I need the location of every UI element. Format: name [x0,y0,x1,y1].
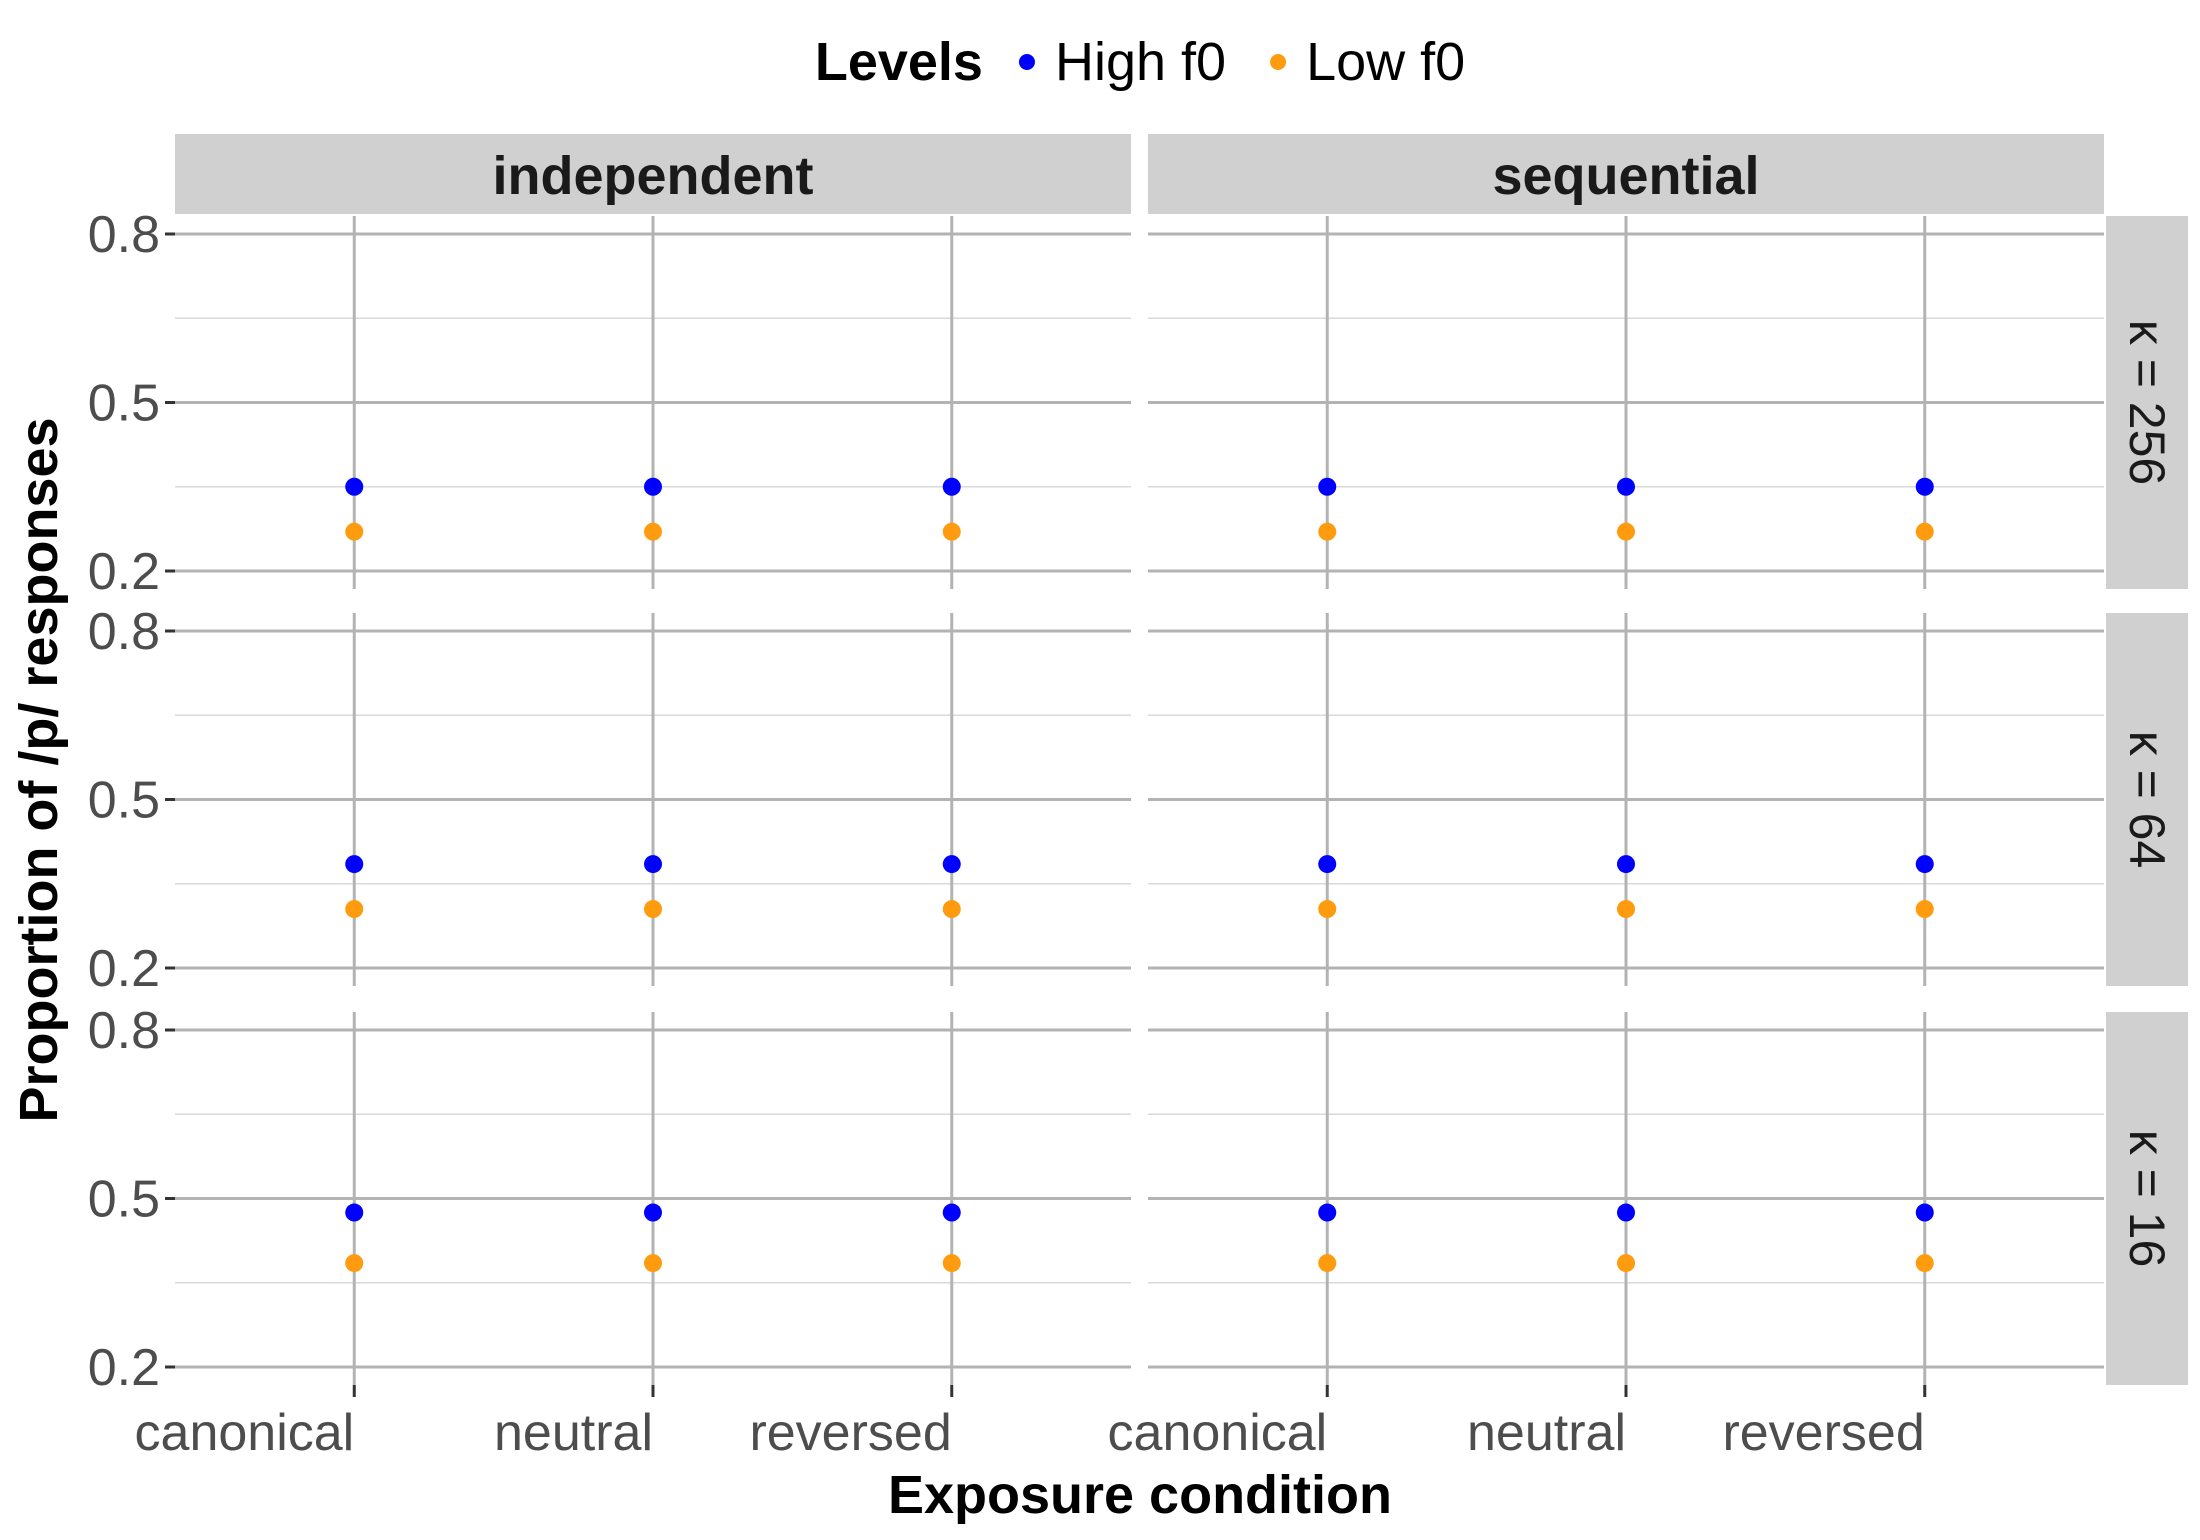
row-strip-label: κ = 256 [2119,320,2175,485]
point-low-f0 [942,522,961,541]
x-axis-title: Exposure condition [888,1465,1392,1525]
panel-independent-row-2 [175,613,1131,986]
point-low-f0 [1318,1254,1337,1273]
point-low-f0 [1617,1254,1635,1273]
point-high-f0 [1617,477,1635,496]
point-high-f0 [644,855,662,874]
point-high-f0 [345,855,364,874]
column-strip-independent [175,134,1131,214]
point-high-f0 [942,1203,961,1222]
panel-sequential-row-1 [1148,216,2104,589]
row-strip-1 [2106,216,2188,589]
legend-label: High f0 [1055,32,1226,92]
x-tick-label: canonical [135,1404,355,1462]
y-axis-ticks: 0.20.50.80.20.50.80.20.50.8 [88,206,175,1397]
legend-key-high-f0 [1018,54,1035,70]
point-high-f0 [1617,1203,1635,1222]
y-tick-label: 0.2 [88,940,160,998]
legend: Levels High f0 Low f0 [815,32,1465,92]
panel-independent-row-3 [175,1012,1131,1385]
point-high-f0 [1617,855,1635,874]
point-low-f0 [644,1254,662,1273]
point-high-f0 [644,1203,662,1222]
row-strip-2 [2106,613,2188,986]
point-high-f0 [1318,477,1337,496]
row-strips: κ = 256 κ = 64 κ = 16 [2106,216,2188,1385]
panel-sequential-row-3 [1148,1012,2104,1385]
point-high-f0 [942,477,961,496]
point-high-f0 [1318,1203,1337,1222]
panels [175,216,2104,1385]
y-tick-label: 0.8 [88,603,160,661]
point-low-f0 [345,900,364,919]
point-low-f0 [1617,522,1635,541]
point-low-f0 [644,522,662,541]
point-low-f0 [644,900,662,919]
y-tick-label: 0.2 [88,1339,160,1397]
row-strip-label: κ = 16 [2119,1130,2175,1268]
panel-sequential-row-2 [1148,613,2104,986]
y-tick-label: 0.5 [88,772,160,830]
panel-independent-row-1 [175,216,1131,589]
y-axis-title: Proportion of /p/ responses [9,417,69,1122]
point-low-f0 [345,522,364,541]
x-tick-label: neutral [494,1404,653,1462]
y-tick-label: 0.8 [88,1002,160,1060]
column-strip-label: sequential [1492,146,1759,206]
point-high-f0 [1915,1203,1934,1222]
point-high-f0 [1915,477,1934,496]
x-tick-label: canonical [1108,1404,1328,1462]
y-tick-label: 0.8 [88,206,160,264]
y-tick-label: 0.5 [88,1171,160,1229]
point-high-f0 [345,1203,364,1222]
point-low-f0 [1915,1254,1934,1273]
point-low-f0 [942,1254,961,1273]
point-low-f0 [345,1254,364,1273]
point-low-f0 [942,900,961,919]
row-strip-label: κ = 64 [2119,731,2175,869]
x-tick-label: reversed [749,1404,951,1462]
point-low-f0 [1915,522,1934,541]
point-low-f0 [1617,900,1635,919]
x-tick-label: reversed [1722,1404,1924,1462]
point-low-f0 [1915,900,1934,919]
point-high-f0 [644,477,662,496]
point-high-f0 [345,477,364,496]
legend-label: Low f0 [1306,32,1465,92]
column-strip-label: independent [493,146,814,206]
point-low-f0 [1318,522,1337,541]
point-high-f0 [942,855,961,874]
column-strips: independent sequential [175,134,2104,214]
point-low-f0 [1318,900,1337,919]
x-tick-label: neutral [1467,1404,1626,1462]
point-high-f0 [1915,855,1934,874]
y-tick-label: 0.2 [88,543,160,601]
point-high-f0 [1318,855,1337,874]
column-strip-sequential [1148,134,2104,214]
legend-title: Levels [815,32,983,92]
x-axis-ticks: canonical neutral reversed canonical neutral… [135,1385,1927,1462]
legend-key-low-f0 [1270,54,1287,70]
y-tick-label: 0.5 [88,375,160,433]
row-strip-3 [2106,1012,2188,1385]
